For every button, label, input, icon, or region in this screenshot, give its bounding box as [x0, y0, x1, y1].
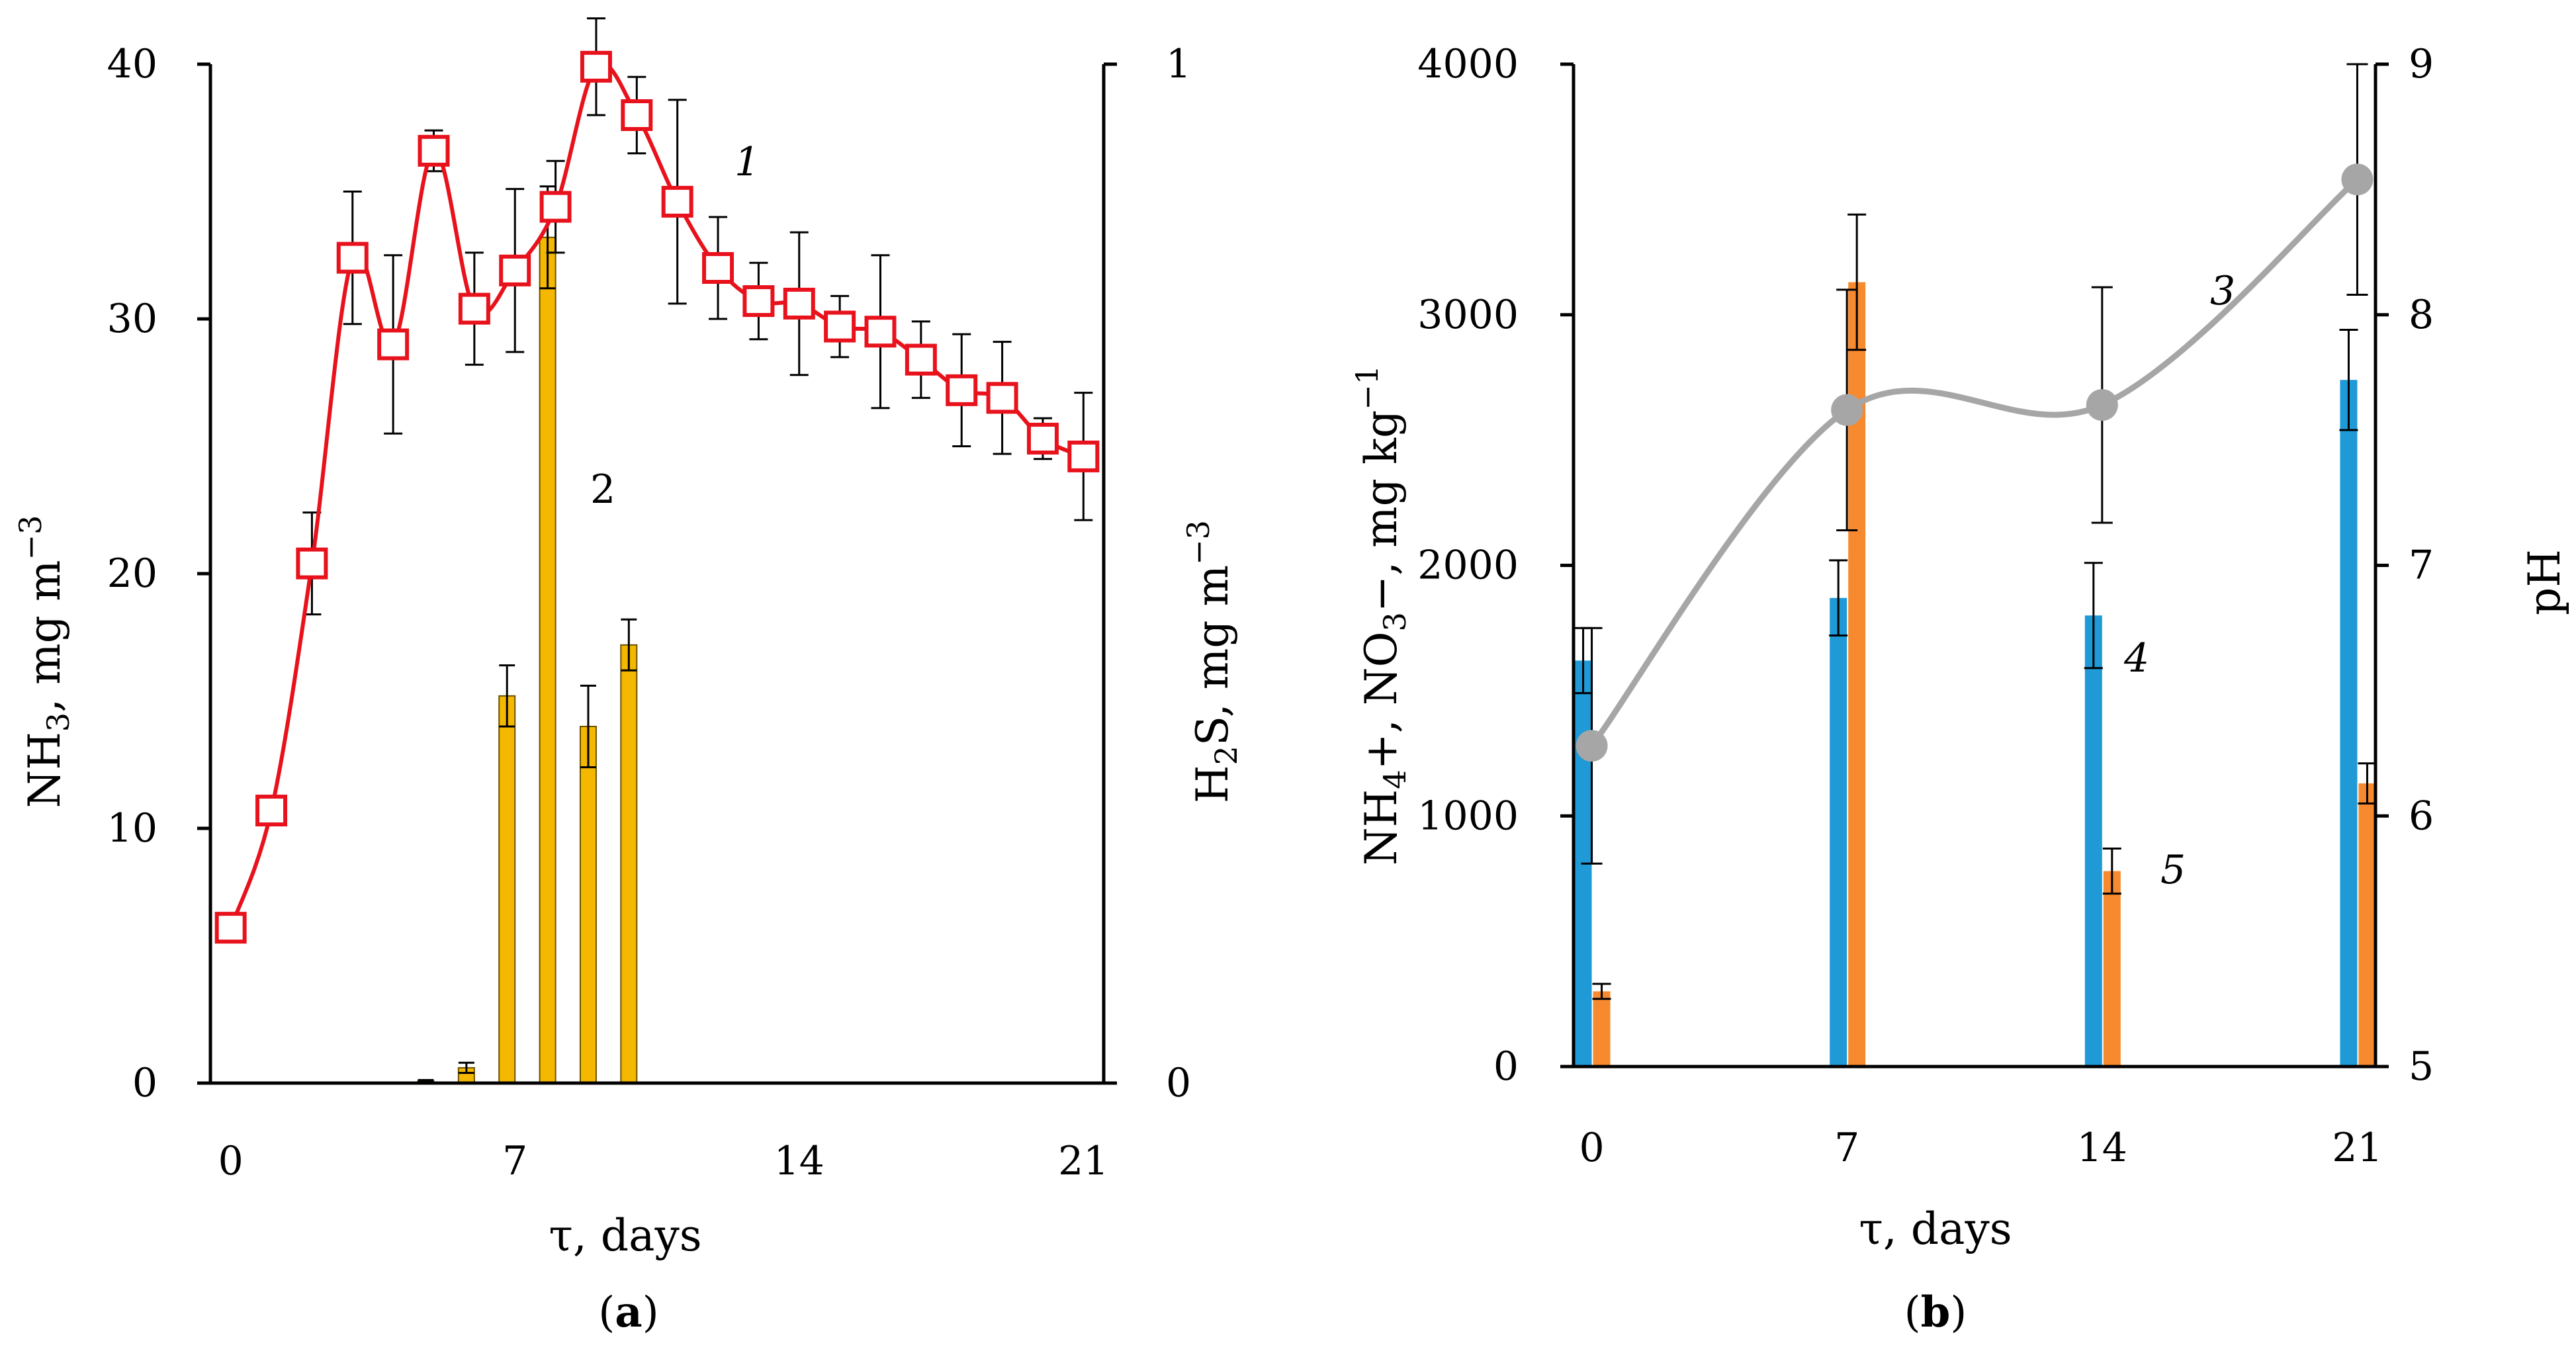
- no3-bar: [2358, 783, 2376, 1067]
- ytick-label: 6: [2409, 793, 2434, 839]
- xtick-label: 14: [2077, 1125, 2127, 1171]
- nh3-marker: [864, 316, 897, 348]
- nh3-marker: [377, 328, 410, 361]
- ytick-label: 30: [107, 296, 157, 342]
- ytick-label: 2000: [1417, 543, 1519, 589]
- ytick-label: 5: [2409, 1043, 2434, 1090]
- panel-a-axes: [197, 62, 1117, 1085]
- ytick-label: 1: [1166, 41, 1191, 87]
- nh3-marker: [296, 547, 328, 580]
- nh3-marker: [336, 241, 369, 274]
- panel-b-ylabel-left: NH4+, NO3−, mg kg−1: [1349, 365, 1413, 865]
- ytick-label: 20: [107, 550, 157, 597]
- nh3-marker: [905, 343, 937, 376]
- curve-label-3: 3: [2210, 268, 2235, 314]
- panel-a-ylabel-left: NH3, mg m−3: [13, 515, 76, 809]
- ytick-label: 0: [132, 1060, 157, 1106]
- nh3-marker: [1026, 422, 1059, 455]
- panel-b-caption: (b): [1904, 1288, 1967, 1337]
- nh3-marker: [702, 252, 734, 284]
- ph-marker: [1576, 730, 1608, 762]
- nh3-marker: [986, 382, 1018, 414]
- xtick-label: 0: [218, 1138, 244, 1184]
- curve-label-4: 4: [2123, 635, 2149, 681]
- ytick-label: 9: [2409, 41, 2434, 87]
- panel-b-ylabel-right: pH: [2519, 549, 2570, 615]
- no3-bar: [2103, 871, 2121, 1067]
- panel-a-caption: (a): [598, 1288, 658, 1337]
- panel-b-axes: [1560, 62, 2389, 1069]
- nh3-marker: [499, 254, 531, 286]
- nh3-marker: [1067, 440, 1100, 472]
- nh3-marker: [418, 134, 450, 167]
- panel-b-bars: [1574, 213, 2377, 1067]
- nh3-marker: [621, 99, 653, 131]
- ytick-label: 0: [1166, 1060, 1191, 1106]
- ph-marker: [1831, 394, 1863, 426]
- nh3-marker: [214, 912, 247, 944]
- nh4-bar: [2340, 380, 2358, 1067]
- nh3-marker: [946, 374, 978, 406]
- nh3-marker: [539, 191, 572, 223]
- panel-b-ticklabels: 0 1000 2000 3000 4000 5 6 7 8 9 0 7 14 21: [1417, 41, 2434, 1171]
- nh4-bar: [2084, 615, 2102, 1067]
- ph-line: [1589, 177, 2360, 748]
- ytick-label: 10: [107, 805, 157, 852]
- h2s-bar: [579, 726, 597, 1084]
- nh3-marker: [580, 50, 612, 83]
- curve-label-2: 2: [590, 466, 615, 513]
- nh3-marker: [824, 310, 856, 343]
- panel-a-ylabel-right: H2S, mg m−3: [1180, 520, 1244, 803]
- h2s-bar: [539, 236, 556, 1084]
- nh3-marker: [661, 185, 693, 218]
- xtick-label: 7: [502, 1138, 527, 1184]
- panel-a-line: [214, 17, 1100, 944]
- xtick-label: 7: [1834, 1125, 1859, 1171]
- xtick-label: 21: [1058, 1138, 1108, 1184]
- xtick-label: 0: [1579, 1125, 1604, 1171]
- curve-label-5: 5: [2160, 847, 2186, 893]
- panel-b-line: [1576, 63, 2374, 865]
- panel-b: 0 1000 2000 3000 4000 5 6 7 8 9 0 7 14 21 τ, days NH4…: [1349, 41, 2570, 1337]
- no3-bar: [1593, 991, 1611, 1067]
- xtick-label: 14: [774, 1138, 824, 1184]
- ytick-label: 1000: [1417, 793, 1519, 839]
- h2s-bar: [620, 644, 638, 1084]
- panel-b-xlabel: τ, days: [1859, 1204, 2012, 1254]
- panel-a-bars: [417, 185, 638, 1084]
- nh3-line: [228, 61, 1085, 929]
- ytick-label: 7: [2409, 543, 2434, 589]
- xtick-label: 21: [2332, 1125, 2382, 1171]
- ph-marker: [2341, 163, 2374, 196]
- panel-a-xlabel: τ, days: [549, 1210, 701, 1261]
- nh3-marker: [742, 285, 775, 318]
- h2s-bar: [498, 695, 516, 1084]
- nh3-marker: [783, 287, 815, 320]
- ytick-label: 40: [107, 41, 157, 87]
- ytick-label: 0: [1493, 1043, 1519, 1090]
- curve-label-1: 1: [734, 139, 760, 185]
- nh3-marker: [255, 795, 288, 827]
- ph-marker: [2086, 389, 2118, 421]
- ytick-label: 3000: [1417, 292, 1519, 338]
- ytick-label: 4000: [1417, 41, 1519, 87]
- nh3-marker: [458, 292, 490, 325]
- ytick-label: 8: [2409, 292, 2434, 338]
- nh4-bar: [1830, 597, 1847, 1067]
